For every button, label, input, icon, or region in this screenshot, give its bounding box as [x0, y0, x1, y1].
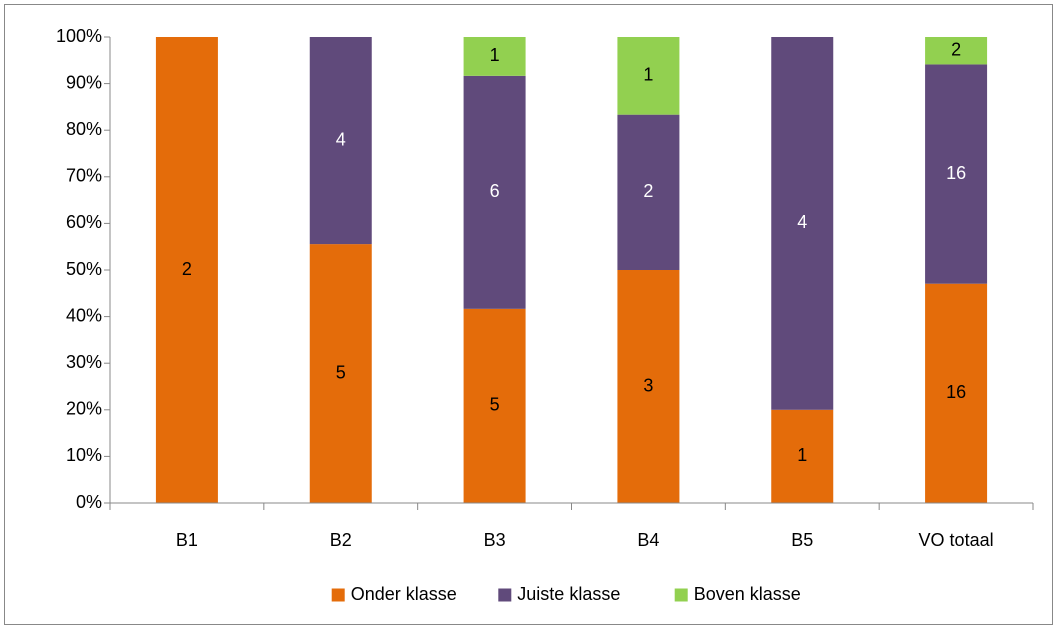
data-label: 5: [336, 362, 346, 382]
data-label: 1: [797, 445, 807, 465]
data-label: 6: [490, 181, 500, 201]
x-tick-label: B3: [484, 530, 506, 550]
data-label: 2: [643, 181, 653, 201]
x-tick-label: B4: [637, 530, 659, 550]
x-tick-label: B1: [176, 530, 198, 550]
data-label: 1: [490, 45, 500, 65]
bar-segment: [617, 114, 680, 271]
bar-segment: [617, 270, 680, 503]
bar-segment: [771, 409, 834, 503]
data-label: 3: [643, 375, 653, 395]
x-tick-label: B2: [330, 530, 352, 550]
y-tick-label: 60%: [66, 212, 102, 232]
data-label: 2: [182, 259, 192, 279]
data-label: 16: [946, 163, 966, 183]
y-tick-label: 40%: [66, 305, 102, 325]
y-tick-label: 30%: [66, 352, 102, 372]
data-label: 4: [797, 212, 807, 232]
data-label: 1: [643, 65, 653, 85]
bar-segment: [155, 37, 218, 503]
data-label: 2: [951, 39, 961, 59]
y-tick-label: 90%: [66, 72, 102, 92]
bar-segment: [463, 75, 526, 309]
legend-swatch: [674, 588, 688, 602]
data-label: 16: [946, 382, 966, 402]
legend-label: Onder klasse: [351, 584, 457, 604]
y-tick-label: 80%: [66, 119, 102, 139]
legend-swatch: [331, 588, 345, 602]
y-tick-label: 70%: [66, 166, 102, 186]
x-tick-label: B5: [791, 530, 813, 550]
bar-segment: [309, 244, 372, 503]
bar-segment: [463, 37, 526, 76]
x-tick-label: VO totaal: [919, 530, 994, 550]
bar-segment: [925, 64, 988, 284]
legend-label: Juiste klasse: [517, 584, 620, 604]
bar-segment: [617, 37, 680, 115]
bar-segment: [771, 37, 834, 410]
data-label: 5: [490, 395, 500, 415]
y-tick-label: 0%: [76, 492, 102, 512]
y-tick-label: 50%: [66, 259, 102, 279]
bar-segment: [309, 37, 372, 245]
bar-segment: [925, 283, 988, 503]
y-tick-label: 20%: [66, 399, 102, 419]
data-label: 4: [336, 129, 346, 149]
bar-segment: [925, 37, 988, 65]
bar-segment: [463, 308, 526, 503]
y-tick-label: 10%: [66, 445, 102, 465]
legend-label: Boven klasse: [694, 584, 801, 604]
y-tick-label: 100%: [56, 26, 102, 46]
legend-swatch: [498, 588, 512, 602]
